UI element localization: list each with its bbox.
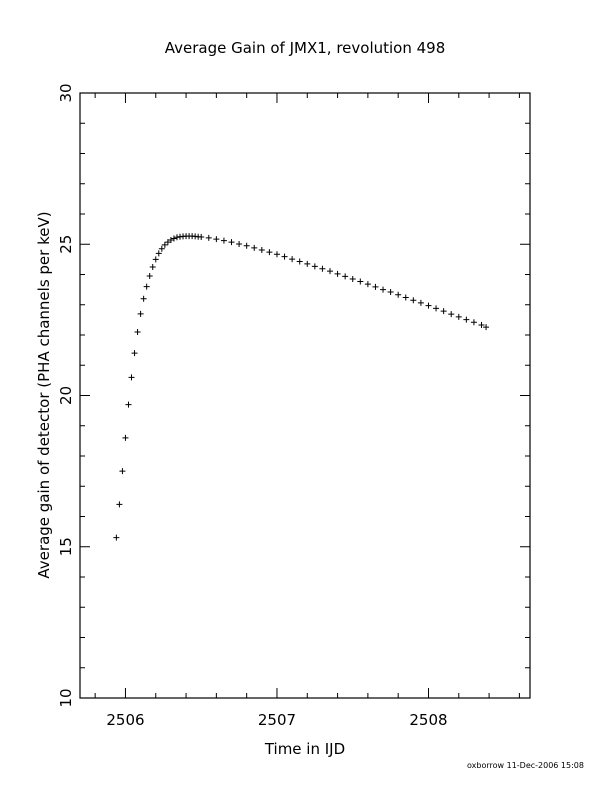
data-point <box>251 244 258 251</box>
data-point <box>327 268 333 275</box>
data-point <box>134 328 141 335</box>
y-tick-label: 15 <box>57 537 75 556</box>
data-point <box>116 501 123 508</box>
data-point <box>470 319 477 326</box>
data-point <box>220 237 227 244</box>
data-point <box>164 239 171 246</box>
data-point <box>258 246 265 253</box>
y-tick-label: 30 <box>57 83 75 102</box>
data-point <box>380 286 387 293</box>
data-point <box>455 313 462 320</box>
data-point <box>146 273 153 280</box>
data-point <box>417 299 424 306</box>
data-point <box>402 294 409 301</box>
data-point <box>213 236 220 243</box>
data-point <box>433 305 440 312</box>
data-point <box>319 265 326 272</box>
data-point <box>349 276 356 283</box>
data-point <box>311 263 318 270</box>
plot-frame <box>79 92 531 699</box>
data-point <box>395 291 402 298</box>
data-point <box>372 283 379 290</box>
data-point <box>122 434 129 441</box>
data-point <box>296 258 303 265</box>
data-point <box>167 237 174 244</box>
data-point <box>158 245 165 252</box>
data-point <box>128 374 135 381</box>
data-point <box>364 281 371 288</box>
data-point <box>289 256 296 263</box>
data-point <box>342 273 349 280</box>
data-point <box>155 250 162 257</box>
data-point <box>483 324 490 331</box>
tick-labels: 2506 2507 2508 10 15 20 25 30 <box>57 83 448 729</box>
footer-credit: oxborrow 11-Dec-2006 15:08 <box>467 761 584 770</box>
data-point <box>440 308 447 315</box>
y-tick-label: 20 <box>57 386 75 405</box>
data-point <box>137 310 144 317</box>
data-point <box>198 233 205 240</box>
data-point <box>425 302 432 309</box>
chart-title: Average Gain of JMX1, revolution 498 <box>165 39 446 57</box>
data-point <box>143 283 150 290</box>
x-tick-label: 2507 <box>258 711 296 729</box>
data-point <box>161 241 168 248</box>
data-point <box>113 534 120 541</box>
data-point <box>266 249 273 256</box>
data-point <box>236 240 243 247</box>
data-point <box>410 297 417 304</box>
data-point <box>281 253 288 260</box>
x-tick-label: 2506 <box>106 711 144 729</box>
data-point <box>152 256 159 263</box>
y-tick-label: 10 <box>57 688 75 707</box>
x-tick-label: 2508 <box>409 711 447 729</box>
data-point <box>334 270 341 277</box>
y-tick-label: 25 <box>57 235 75 254</box>
data-point <box>387 289 394 296</box>
axis-ticks <box>80 92 530 699</box>
data-point <box>173 234 180 241</box>
y-axis-label: Average gain of detector (PHA channels p… <box>35 211 53 578</box>
data-point <box>273 251 280 258</box>
data-point <box>125 401 132 408</box>
data-point <box>149 263 156 270</box>
data-point <box>170 235 177 242</box>
data-point <box>228 239 235 246</box>
data-point <box>205 234 212 241</box>
data-point <box>357 278 364 285</box>
data-point <box>131 350 138 357</box>
data-point <box>463 316 470 323</box>
data-point <box>448 311 455 318</box>
x-axis-label: Time in IJD <box>264 740 345 758</box>
data-point <box>243 242 250 249</box>
data-point <box>304 260 311 267</box>
data-point <box>478 322 485 329</box>
data-point <box>140 295 147 302</box>
data-point <box>119 468 126 475</box>
data-points <box>113 233 490 541</box>
